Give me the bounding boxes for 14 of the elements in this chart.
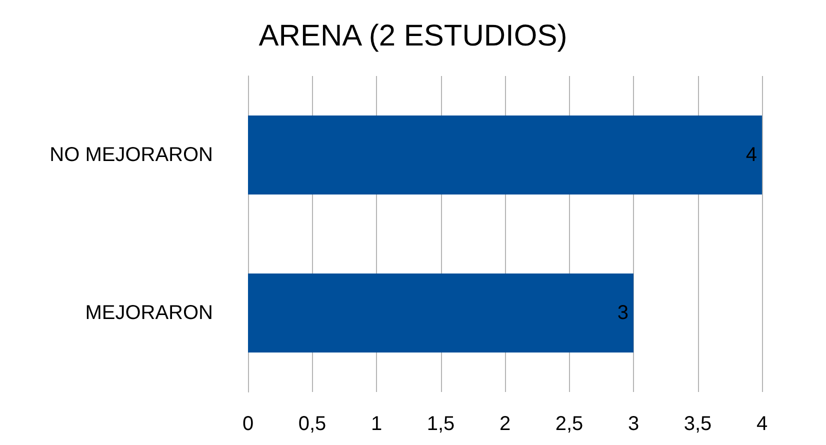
y-tick-label: NO MEJORARON <box>50 144 213 166</box>
x-tick-label: 0 <box>242 413 254 435</box>
x-tick-label: 2,5 <box>555 413 584 435</box>
y-tick-label: MEJORARON <box>85 302 213 324</box>
x-tick-label: 4 <box>756 413 768 435</box>
data-label: 3 <box>617 302 628 324</box>
x-tick-label: 3,5 <box>684 413 712 435</box>
x-tick-label: 1 <box>370 413 382 435</box>
chart-title: ARENA (2 ESTUDIOS) <box>258 20 568 52</box>
x-tick-label: 3 <box>628 413 640 435</box>
x-tick-label: 1,5 <box>426 413 455 435</box>
data-label: 4 <box>746 144 757 166</box>
x-tick-label: 0,5 <box>298 413 326 435</box>
x-tick-label: 2 <box>499 413 511 435</box>
